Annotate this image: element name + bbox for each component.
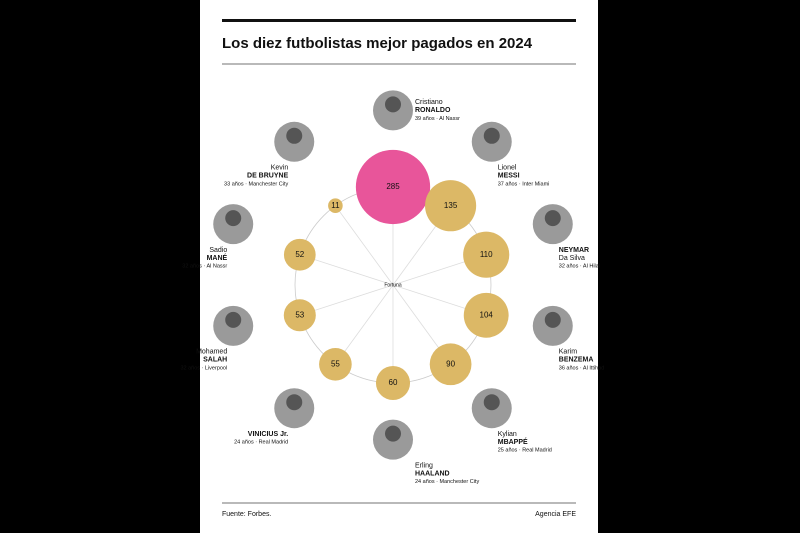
spoke (335, 284, 394, 365)
spoke (299, 254, 394, 286)
player-details: 33 años · Manchester City (224, 181, 288, 187)
player-surname: MANÉ (207, 253, 228, 262)
player-photo-head (286, 127, 303, 144)
player-photo-head (544, 210, 561, 227)
value-label: 135 (444, 201, 458, 210)
player-surname: NEYMAR (559, 247, 589, 254)
player-name-extra: Da Silva (559, 255, 585, 262)
player-details: 32 años · Al Hilal (559, 264, 600, 270)
source: Fuente: Forbes. (222, 511, 271, 518)
player-first-name: Karim (559, 349, 577, 356)
player-photo-head (544, 311, 561, 328)
player-photo-head (483, 394, 500, 411)
top-rule (222, 19, 576, 22)
bubble (355, 149, 431, 225)
player-details: 24 años · Real Madrid (234, 440, 288, 446)
player-details: 25 años · Real Madrid (498, 448, 552, 454)
center-label: Fortuna (384, 282, 401, 288)
bubble (425, 180, 477, 232)
player-details: 39 años · Al Nassr (415, 116, 460, 122)
bubble (319, 347, 352, 381)
value-label: 55 (331, 359, 340, 368)
player-photo-head (225, 311, 242, 328)
player-details: 37 años · Inter Miami (498, 181, 550, 187)
player-surname: DE BRUYNE (247, 173, 289, 180)
player-photo-head (385, 425, 401, 442)
spoke (335, 205, 394, 286)
spoke (299, 284, 394, 316)
value-label: 52 (295, 250, 304, 259)
player-first-name: Sadio (209, 247, 227, 254)
player-first-name: Erling (415, 462, 433, 469)
player-photo-head (225, 210, 242, 227)
player-surname: VINICIUS Jr. (248, 431, 289, 438)
value-label: 90 (446, 359, 455, 368)
player-first-name: Kevin (271, 165, 289, 172)
player-surname: RONALDO (415, 107, 451, 114)
credit: Agencia EFE (535, 511, 576, 518)
player-first-name: Kylian (498, 431, 517, 438)
player-details: 24 años · Manchester City (415, 479, 479, 485)
player-details: 36 años · Al Ittihad (559, 365, 605, 371)
player-surname: SALAH (203, 357, 227, 364)
bubble (463, 292, 509, 338)
player-surname: BENZEMA (559, 357, 594, 364)
player-details: 32 años · Liverpool (180, 365, 227, 371)
chart-title: Los diez futbolistas mejor pagados en 20… (222, 35, 533, 52)
player-photo-head (385, 96, 401, 113)
value-label: 285 (386, 182, 400, 191)
player-surname: HAALAND (415, 470, 450, 477)
value-label: 104 (480, 310, 494, 319)
player-photo-head (483, 127, 500, 144)
value-label: 11 (331, 201, 340, 210)
bubble (328, 198, 343, 214)
value-label: 60 (389, 378, 398, 387)
bubble (463, 231, 510, 278)
player-photo-head (286, 394, 303, 411)
bubble (375, 365, 411, 401)
player-surname: MBAPPÉ (498, 437, 528, 446)
player-first-name: Lionel (498, 165, 517, 172)
value-label: 110 (480, 250, 493, 259)
player-surname: MESSI (498, 173, 520, 180)
player-first-name: Mohamed (196, 349, 227, 356)
value-label: 53 (295, 310, 304, 319)
bubble (429, 343, 472, 386)
player-first-name: Cristiano (415, 99, 443, 106)
bubble (283, 299, 316, 332)
player-details: 32 años · Al Nassr (182, 264, 227, 270)
bubble (283, 238, 316, 271)
